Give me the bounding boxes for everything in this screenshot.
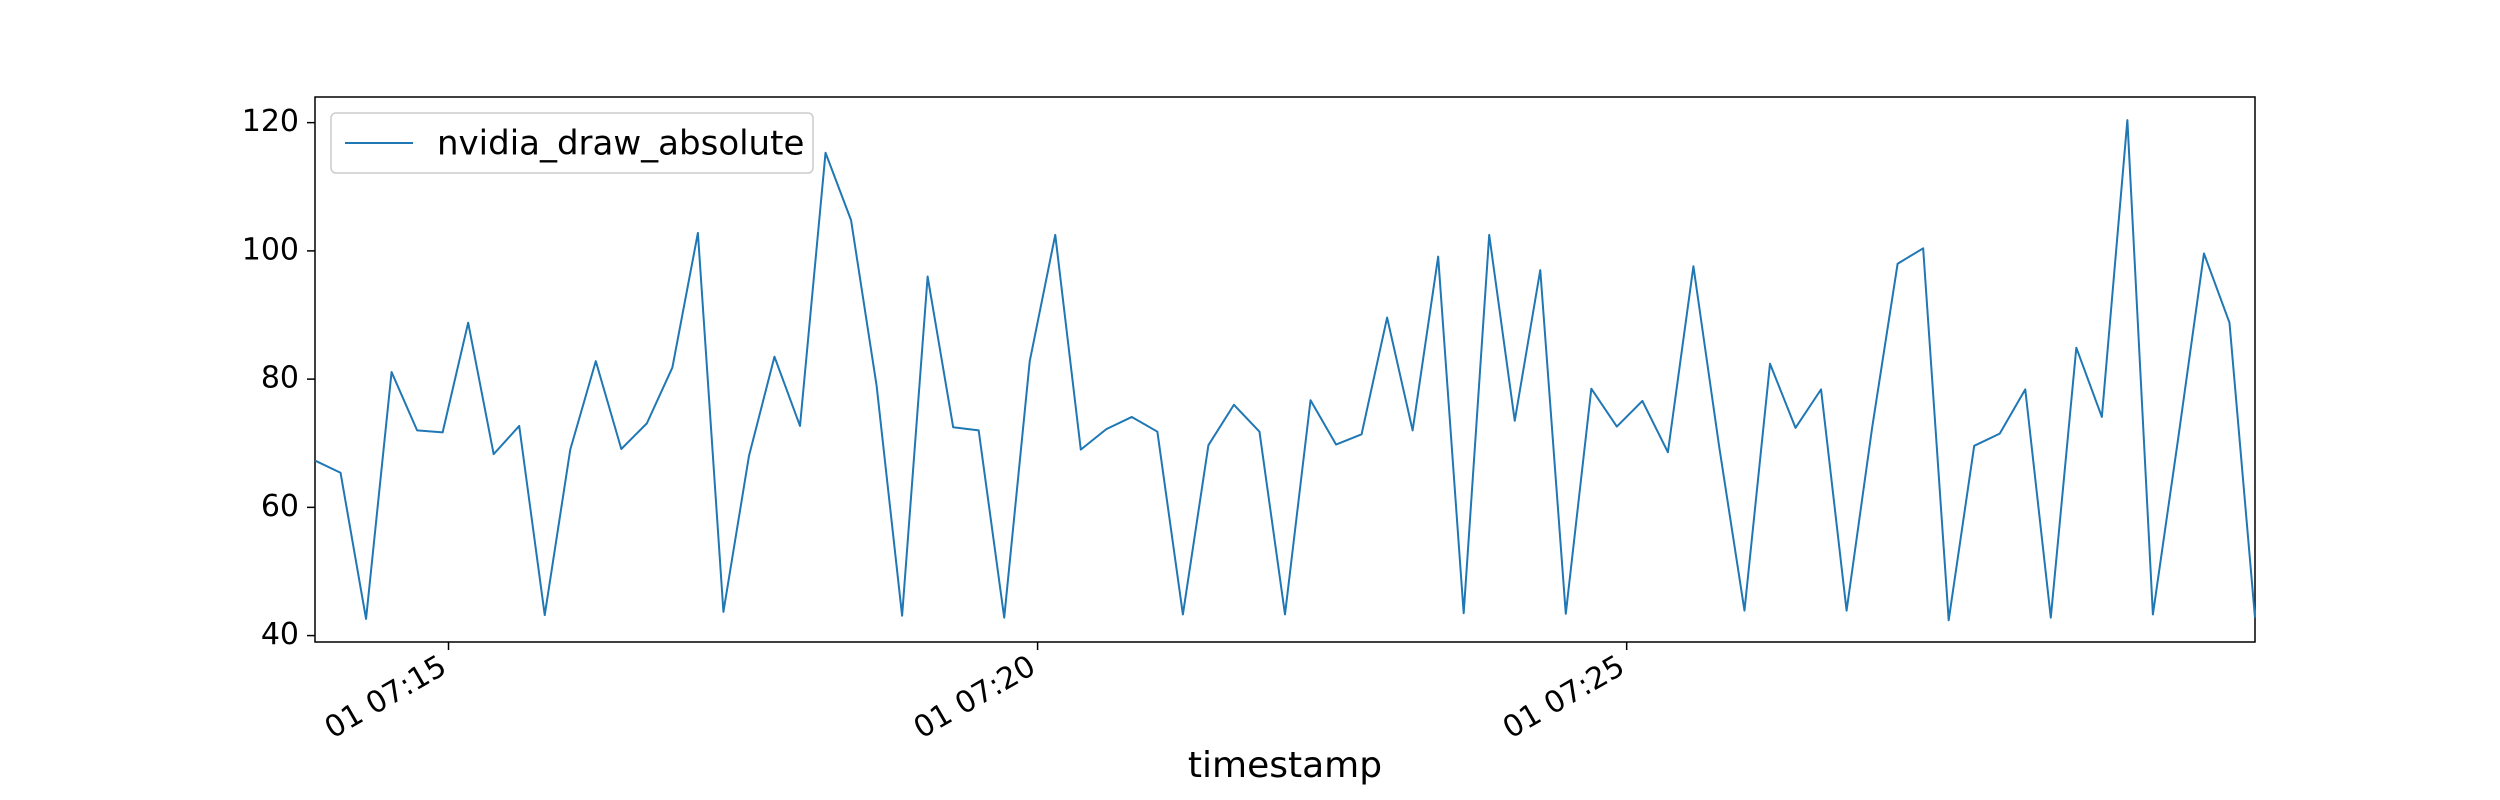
x-axis-title: timestamp <box>1188 745 1382 786</box>
y-tick-label: 60 <box>261 489 299 524</box>
plot-area <box>314 96 2256 643</box>
x-axis: 01 07:15 01 07:20 01 07:25 <box>319 642 1631 746</box>
legend: nvidia_draw_absolute <box>330 112 814 174</box>
y-axis: 40 60 80 100 120 <box>242 104 315 652</box>
y-tick-label: 120 <box>242 104 299 139</box>
legend-box <box>330 112 814 174</box>
y-tick-label: 80 <box>261 361 299 396</box>
x-tick-label: 01 07:15 <box>319 649 453 746</box>
plot-frame <box>314 96 2256 643</box>
x-tick-label: 01 07:20 <box>908 649 1042 746</box>
x-tick-label: 01 07:25 <box>1497 649 1631 746</box>
y-tick-label: 40 <box>261 617 299 652</box>
series-line-nvidia_draw_absolute <box>314 119 2256 622</box>
legend-label: nvidia_draw_absolute <box>437 124 804 164</box>
y-tick-label: 100 <box>242 232 299 267</box>
